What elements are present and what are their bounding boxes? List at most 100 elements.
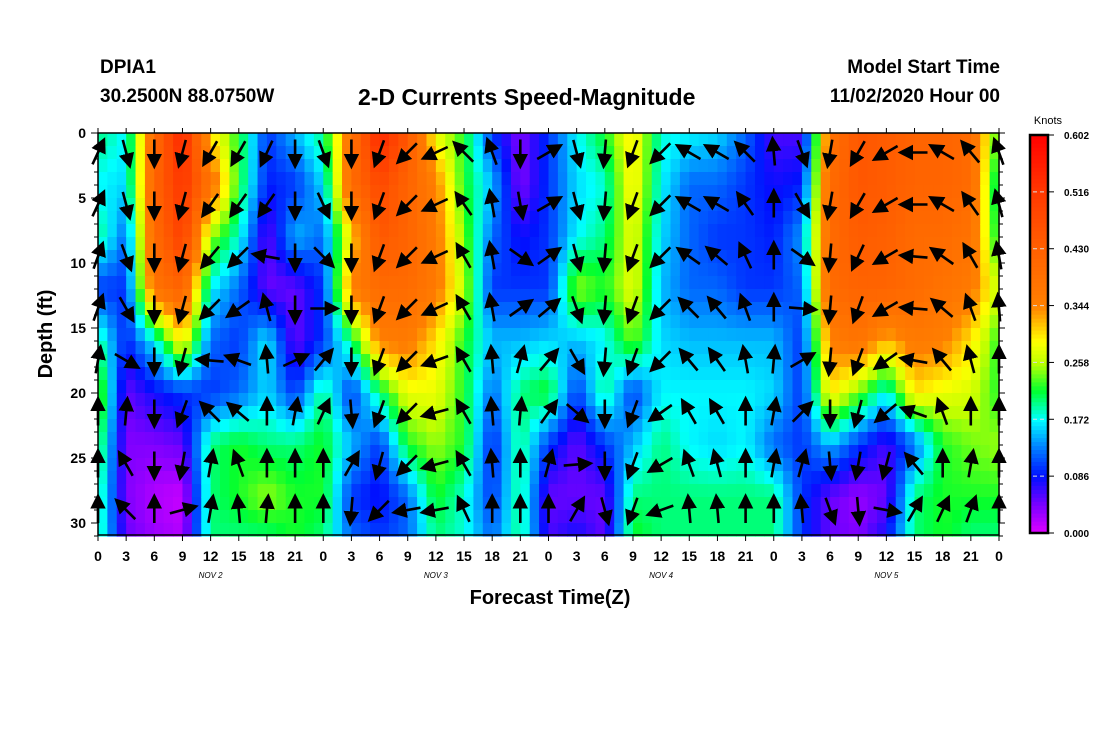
heat-cell (689, 419, 700, 433)
heat-cell (867, 523, 878, 537)
colorbar-tick-label: 0.516 (1064, 188, 1089, 199)
heat-cell (107, 146, 118, 160)
heat-cell (98, 224, 108, 238)
heat-cell (144, 354, 155, 368)
heat-cell (398, 172, 409, 186)
heat-cell (576, 133, 587, 147)
heat-cell (173, 484, 184, 498)
heat-cell (548, 211, 559, 225)
heat-cell (154, 302, 165, 316)
heat-cell (220, 510, 230, 524)
heat-cell (811, 497, 822, 511)
current-arrow (259, 140, 274, 168)
heat-cell (595, 445, 606, 459)
heat-cell (173, 211, 184, 225)
heat-cell (473, 419, 484, 433)
heat-cell (886, 380, 897, 394)
heat-cell (895, 471, 906, 485)
heat-cell (482, 263, 493, 277)
heat-cell (548, 497, 559, 511)
heat-cell (342, 328, 353, 342)
heat-cell (811, 237, 822, 251)
heat-cell (220, 367, 230, 381)
heat-cell (351, 380, 362, 394)
heat-cell (173, 341, 184, 355)
heat-cell (229, 133, 240, 147)
heat-cell (952, 432, 963, 446)
heat-cell (961, 276, 972, 290)
heat-cell (501, 185, 512, 199)
heat-cell (266, 133, 277, 147)
heat-cell (360, 445, 371, 459)
heat-cell (266, 445, 277, 459)
heat-cell (586, 406, 597, 420)
heat-cell (323, 523, 334, 537)
heat-cell (726, 263, 737, 277)
heat-cell (539, 159, 550, 173)
heat-cell (201, 471, 212, 485)
heat-cell (689, 289, 700, 303)
heat-cell (773, 133, 784, 147)
heat-cell (858, 289, 869, 303)
heat-cell (567, 328, 578, 342)
heat-cell (801, 471, 812, 485)
heat-cell (388, 133, 399, 147)
heat-cell (445, 263, 456, 277)
current-arrow (455, 293, 472, 321)
colorbar-segment (1031, 469, 1047, 474)
heat-cell (886, 484, 897, 498)
heat-cell (961, 445, 972, 459)
heat-cell (248, 458, 259, 472)
heat-cell (614, 237, 625, 251)
colorbar-segment (1031, 318, 1047, 323)
heat-cell (379, 237, 390, 251)
heat-cell (529, 393, 540, 407)
heat-cell (248, 146, 259, 160)
heat-cell (801, 289, 812, 303)
heat-cell (388, 354, 399, 368)
heat-cell (642, 471, 653, 485)
heat-cell (435, 133, 446, 147)
heat-cell (220, 133, 230, 147)
heat-cell (717, 172, 728, 186)
heat-cell (614, 198, 625, 212)
heat-cell (923, 328, 934, 342)
heat-cell (285, 380, 296, 394)
heat-cell (454, 432, 465, 446)
heat-cell (604, 445, 615, 459)
current-arrow (929, 297, 954, 318)
heat-cell (745, 367, 756, 381)
heat-cell (886, 237, 897, 251)
heat-cell (332, 445, 343, 459)
heat-cell (923, 406, 934, 420)
heat-cell (529, 419, 540, 433)
heat-cell (154, 237, 165, 251)
heat-cell (182, 263, 193, 277)
heat-cell (351, 146, 362, 160)
heat-cell (529, 367, 540, 381)
heat-cell (426, 276, 437, 290)
heat-cell (370, 523, 381, 537)
heat-cell (539, 510, 550, 524)
colorbar-segment (1031, 477, 1047, 482)
heat-cell (257, 328, 268, 342)
heat-cell (370, 341, 381, 355)
heat-cell (557, 510, 568, 524)
heat-cell (370, 172, 381, 186)
current-arrow (733, 140, 756, 163)
current-arrow (681, 448, 697, 478)
current-arrow (313, 347, 335, 372)
heat-cell (717, 263, 728, 277)
heat-cell (557, 419, 568, 433)
colorbar-segment (1031, 226, 1047, 232)
current-arrow (371, 243, 387, 273)
heat-cell (191, 406, 202, 420)
colorbar-segment (1031, 397, 1047, 403)
heat-cell (632, 341, 643, 355)
heat-cell (557, 198, 568, 212)
heat-cell (801, 367, 812, 381)
heat-cell (107, 211, 118, 225)
heat-cell (285, 471, 296, 485)
heat-cell (858, 367, 869, 381)
heat-cell (820, 406, 831, 420)
